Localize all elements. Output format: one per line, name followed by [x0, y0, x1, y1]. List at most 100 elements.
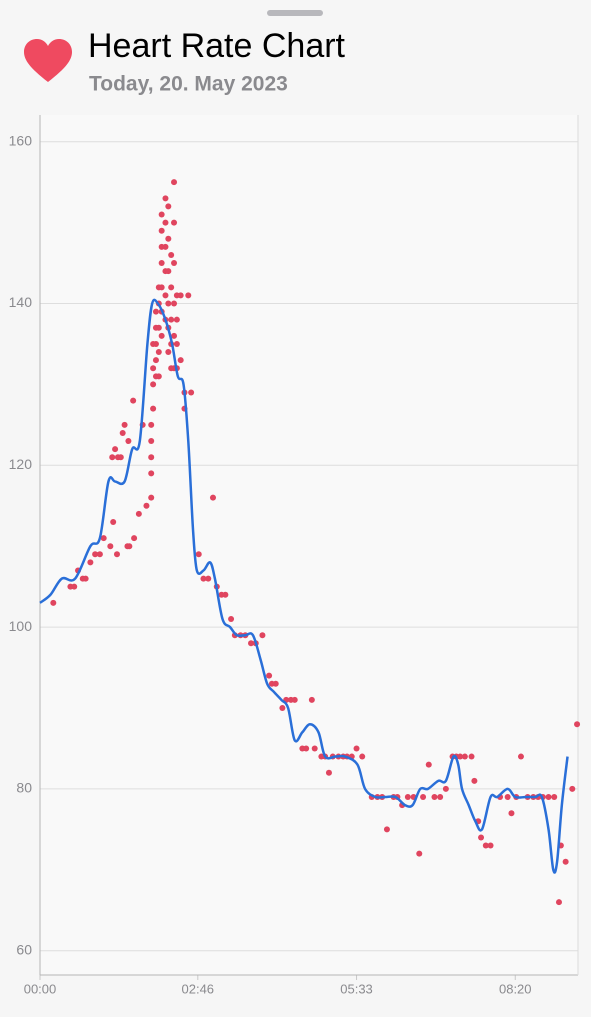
- data-point: [431, 794, 438, 801]
- data-point: [158, 211, 165, 218]
- data-point: [158, 332, 165, 339]
- data-point: [158, 284, 165, 291]
- data-point: [209, 494, 216, 501]
- data-point: [148, 438, 155, 445]
- data-point: [117, 454, 124, 461]
- data-point: [228, 616, 235, 623]
- data-point: [150, 381, 157, 388]
- data-point: [109, 454, 116, 461]
- data-point: [125, 438, 132, 445]
- data-point: [461, 753, 468, 760]
- data-point: [148, 470, 155, 477]
- y-tick-label: 100: [9, 618, 33, 634]
- data-point: [96, 551, 103, 558]
- data-point: [155, 349, 162, 356]
- y-tick-label: 160: [9, 132, 33, 148]
- title: Heart Rate Chart: [88, 27, 346, 65]
- data-point: [471, 777, 478, 784]
- x-tick-label: 02:46: [182, 981, 215, 996]
- data-point: [162, 243, 169, 250]
- data-point: [272, 680, 279, 687]
- x-tick-label: 05:33: [340, 981, 373, 996]
- data-point: [152, 308, 159, 315]
- data-point: [325, 769, 332, 776]
- data-point: [188, 389, 195, 396]
- data-point: [158, 260, 165, 267]
- data-point: [82, 575, 89, 582]
- data-point: [155, 324, 162, 331]
- data-point: [222, 591, 229, 598]
- data-point: [110, 518, 117, 525]
- data-point: [551, 794, 558, 801]
- data-point: [130, 397, 137, 404]
- data-point: [478, 834, 485, 841]
- data-point: [119, 429, 126, 436]
- grab-handle[interactable]: [267, 10, 323, 16]
- data-point: [158, 227, 165, 234]
- data-point: [100, 535, 107, 542]
- data-point: [555, 899, 562, 906]
- data-point: [487, 842, 494, 849]
- data-point: [308, 696, 315, 703]
- data-point: [177, 357, 184, 364]
- data-point: [437, 794, 444, 801]
- data-point: [171, 300, 178, 307]
- plot-area: [40, 115, 578, 975]
- data-point: [420, 794, 427, 801]
- data-point: [195, 551, 202, 558]
- data-point: [425, 761, 432, 768]
- data-point: [545, 794, 552, 801]
- data-point: [185, 292, 192, 299]
- data-point: [50, 599, 57, 606]
- data-point: [168, 251, 175, 258]
- data-point: [121, 421, 128, 428]
- y-tick-label: 140: [9, 294, 33, 310]
- data-point: [148, 454, 155, 461]
- data-point: [171, 219, 178, 226]
- data-point: [168, 284, 175, 291]
- data-point: [171, 260, 178, 267]
- data-point: [353, 745, 360, 752]
- data-point: [131, 535, 138, 542]
- data-point: [162, 292, 169, 299]
- data-point: [291, 696, 298, 703]
- data-point: [562, 858, 569, 865]
- data-point: [143, 502, 150, 509]
- data-point: [457, 753, 464, 760]
- x-tick-label: 00:00: [24, 981, 57, 996]
- data-point: [150, 405, 157, 412]
- data-point: [162, 195, 169, 202]
- data-point: [165, 235, 172, 242]
- data-point: [126, 543, 133, 550]
- data-point: [383, 826, 390, 833]
- data-point: [113, 551, 120, 558]
- data-point: [508, 810, 515, 817]
- data-point: [248, 640, 255, 647]
- data-point: [171, 179, 178, 186]
- data-point: [168, 316, 175, 323]
- data-point: [173, 316, 180, 323]
- data-point: [279, 705, 286, 712]
- data-point: [92, 551, 99, 558]
- data-point: [71, 583, 78, 590]
- data-point: [162, 219, 169, 226]
- data-point: [569, 785, 576, 792]
- data-point: [173, 340, 180, 347]
- data-point: [200, 575, 207, 582]
- data-point: [416, 850, 423, 857]
- data-point: [517, 753, 524, 760]
- data-point: [359, 753, 366, 760]
- plot: 60 80 100 120 140 160 00:00 02:46 05:33 08:20: [9, 115, 581, 996]
- data-point: [155, 373, 162, 380]
- data-point: [266, 672, 273, 679]
- data-point: [107, 543, 114, 550]
- data-point: [152, 340, 159, 347]
- y-tick-label: 80: [16, 780, 32, 796]
- y-tick-label: 120: [9, 456, 33, 472]
- data-point: [482, 842, 489, 849]
- data-point: [404, 794, 411, 801]
- data-point: [171, 332, 178, 339]
- data-point: [442, 785, 449, 792]
